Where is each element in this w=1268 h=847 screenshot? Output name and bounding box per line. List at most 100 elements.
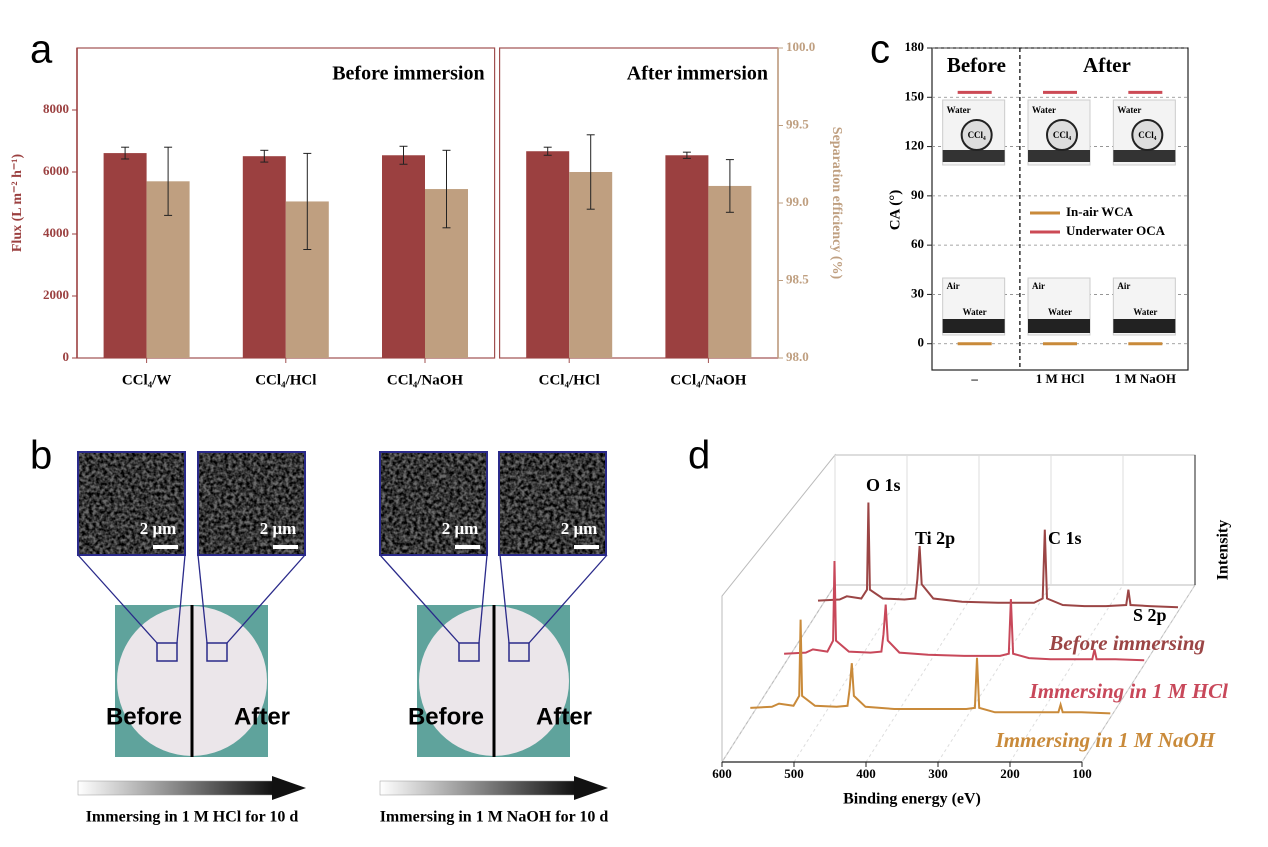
zoom-box xyxy=(508,642,530,662)
sem-frame xyxy=(379,451,488,556)
y-tick-label: 180 xyxy=(905,39,925,54)
y-tick-label: 150 xyxy=(905,88,925,103)
sem-frame xyxy=(498,451,607,556)
x-tick-label: 1 M HCl xyxy=(1036,371,1085,386)
x-tick-label: 1 M NaOH xyxy=(1115,371,1176,386)
inset-label: Water xyxy=(1133,307,1157,317)
grid-line xyxy=(865,584,980,763)
bar xyxy=(242,156,286,358)
caption: Immersing in 1 M NaOH for 10 d xyxy=(380,809,609,826)
droplet xyxy=(1046,119,1078,151)
x-tick-label: CCl₄/W xyxy=(122,372,172,388)
x-axis-label: Binding energy (eV) xyxy=(843,791,981,808)
inset-label: CCl₄ xyxy=(968,130,986,140)
zoom-box xyxy=(206,642,228,662)
inset-label: Water xyxy=(1048,307,1072,317)
arrow-body xyxy=(77,780,274,796)
y-tick-label: 30 xyxy=(911,285,924,300)
scale-bar-label: 2 μm xyxy=(260,519,297,538)
sem-image xyxy=(198,452,305,555)
inset-label: Water xyxy=(1117,105,1141,115)
bar xyxy=(665,155,709,358)
legend-label: Underwater OCA xyxy=(1066,223,1166,238)
zoom-line xyxy=(226,554,306,644)
y2-tick-label: 99.0 xyxy=(786,194,809,209)
bar xyxy=(103,153,147,358)
zoom-line xyxy=(528,554,608,644)
x-tick-label: 500 xyxy=(784,766,804,781)
y-tick-label: 8000 xyxy=(43,101,69,116)
subplot-title: After immersion xyxy=(627,63,768,85)
inset-label: CCl₄ xyxy=(1053,130,1071,140)
arrow-head xyxy=(574,776,608,800)
panel-b: 2 μm 2 μm 2 μm 2 μm Before After Immersing in … xyxy=(77,451,609,826)
inset-substrate xyxy=(1028,319,1090,333)
grid-line xyxy=(721,584,836,763)
photo-label: Before xyxy=(106,703,182,730)
grid-line xyxy=(1009,584,1124,763)
sem-image xyxy=(499,452,606,555)
bar xyxy=(382,155,425,358)
y-tick-label: 120 xyxy=(905,138,925,153)
inset-label: Air xyxy=(1032,281,1045,291)
y2-axis-label: Separation efficiency (%) xyxy=(829,127,844,280)
y-axis-label: CA (°) xyxy=(887,190,903,231)
scale-bar-label: 2 μm xyxy=(442,519,479,538)
y-tick-label: 0 xyxy=(918,335,925,350)
scale-bar-label: 2 μm xyxy=(561,519,598,538)
y-axis-label: Flux (L m⁻² h⁻¹) xyxy=(10,154,25,253)
subplot-title: Before immersion xyxy=(332,63,484,85)
inset-substrate xyxy=(1113,150,1176,162)
panel-letter: b xyxy=(30,434,52,478)
droplet xyxy=(1131,119,1164,151)
inset-substrate xyxy=(1028,150,1090,162)
grid-line xyxy=(937,584,1052,763)
spectrum xyxy=(750,619,1111,715)
bar xyxy=(708,185,752,358)
inset-label: Air xyxy=(1117,281,1130,291)
y2-tick-label: 99.5 xyxy=(786,116,809,131)
zoom-box xyxy=(458,642,480,662)
y-tick-label: 60 xyxy=(911,236,924,251)
peak-label: O 1s xyxy=(866,475,901,495)
inset-label: Water xyxy=(1032,105,1056,115)
inset-label: Water xyxy=(963,307,987,317)
series-label: Immersing in 1 M NaOH xyxy=(995,728,1216,752)
y-tick-label: 0 xyxy=(63,349,70,364)
annotation: Before xyxy=(947,53,1006,77)
spectrum xyxy=(817,502,1179,609)
inset-label: CCl₄ xyxy=(1138,130,1156,140)
annotation: After xyxy=(1083,53,1131,77)
y-axis-label: Intensity xyxy=(1215,520,1232,580)
photo-label: After xyxy=(536,703,592,730)
panel-letter: c xyxy=(870,28,890,72)
y-tick-label: 4000 xyxy=(43,225,69,240)
y-tick-label: 90 xyxy=(911,187,924,202)
bar xyxy=(526,151,570,358)
arrow-head xyxy=(272,776,306,800)
inset-label: Air xyxy=(947,281,960,291)
inset-substrate xyxy=(1113,319,1176,333)
x-tick-label: 200 xyxy=(1000,766,1020,781)
x-tick-label: CCl₄/NaOH xyxy=(387,372,463,388)
x-tick-label: CCl₄/HCl xyxy=(255,372,316,388)
zoom-box xyxy=(156,642,178,662)
sem-image xyxy=(78,452,185,555)
x-tick-label: 600 xyxy=(712,766,732,781)
panel-letter: d xyxy=(688,434,710,478)
zoom-line xyxy=(379,554,460,644)
x-tick-label: – xyxy=(970,371,978,386)
photo-label: After xyxy=(234,703,290,730)
x-tick-label: CCl₄/HCl xyxy=(539,372,600,388)
y-tick-label: 6000 xyxy=(43,163,69,178)
peak-label: Ti 2p xyxy=(915,528,955,548)
panel-letter: a xyxy=(30,28,53,72)
sem-frame xyxy=(197,451,306,556)
x-tick-label: 300 xyxy=(928,766,948,781)
zoom-line xyxy=(176,554,186,644)
grid-line xyxy=(1081,584,1196,763)
sem-frame xyxy=(77,451,186,556)
arrow-body xyxy=(379,780,576,796)
peak-label: S 2p xyxy=(1133,605,1167,625)
